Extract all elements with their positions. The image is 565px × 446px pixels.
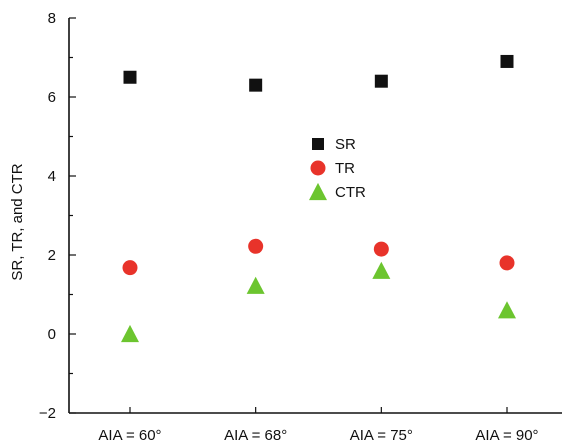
data-point-ctr [372, 261, 391, 279]
data-point-ctr [246, 276, 265, 294]
data-point-tr [373, 241, 389, 257]
data-point-ctr [498, 301, 516, 319]
legend-marker-ctr [309, 182, 327, 201]
x-tick-label: AIA = 75° [350, 427, 413, 444]
legend-label-sr: SR [335, 136, 356, 153]
y-tick-label: −2 [39, 405, 56, 422]
data-point-sr [374, 74, 388, 88]
data-point-sr [249, 78, 263, 92]
legend: SR TR CTR [309, 136, 366, 201]
x-tick-labels: AIA = 60° AIA = 68° AIA = 75° AIA = 90° [98, 407, 539, 444]
y-tick-label: 4 [48, 168, 56, 185]
y-ticks: −2 0 2 4 6 8 [39, 10, 76, 422]
legend-label-ctr: CTR [335, 184, 366, 201]
x-tick-label: AIA = 90° [475, 427, 538, 444]
y-axis-title: SR, TR, and CTR [9, 163, 26, 280]
axes [68, 18, 562, 414]
data-point-ctr [121, 324, 139, 343]
x-tick-label: AIA = 68° [224, 427, 287, 444]
y-tick-label: 6 [48, 89, 56, 106]
y-tick-label: 0 [48, 326, 56, 343]
x-tick-label: AIA = 60° [98, 427, 161, 444]
data-point-tr [499, 255, 515, 271]
data-marks [121, 54, 516, 343]
data-point-sr [123, 70, 137, 84]
y-tick-label: 2 [48, 247, 56, 264]
data-point-tr [248, 238, 264, 254]
legend-marker-sr [312, 138, 324, 150]
data-point-sr [500, 54, 514, 68]
data-point-tr [122, 260, 138, 276]
legend-label-tr: TR [335, 160, 355, 177]
y-tick-label: 8 [48, 10, 56, 27]
legend-marker-tr [310, 160, 326, 176]
